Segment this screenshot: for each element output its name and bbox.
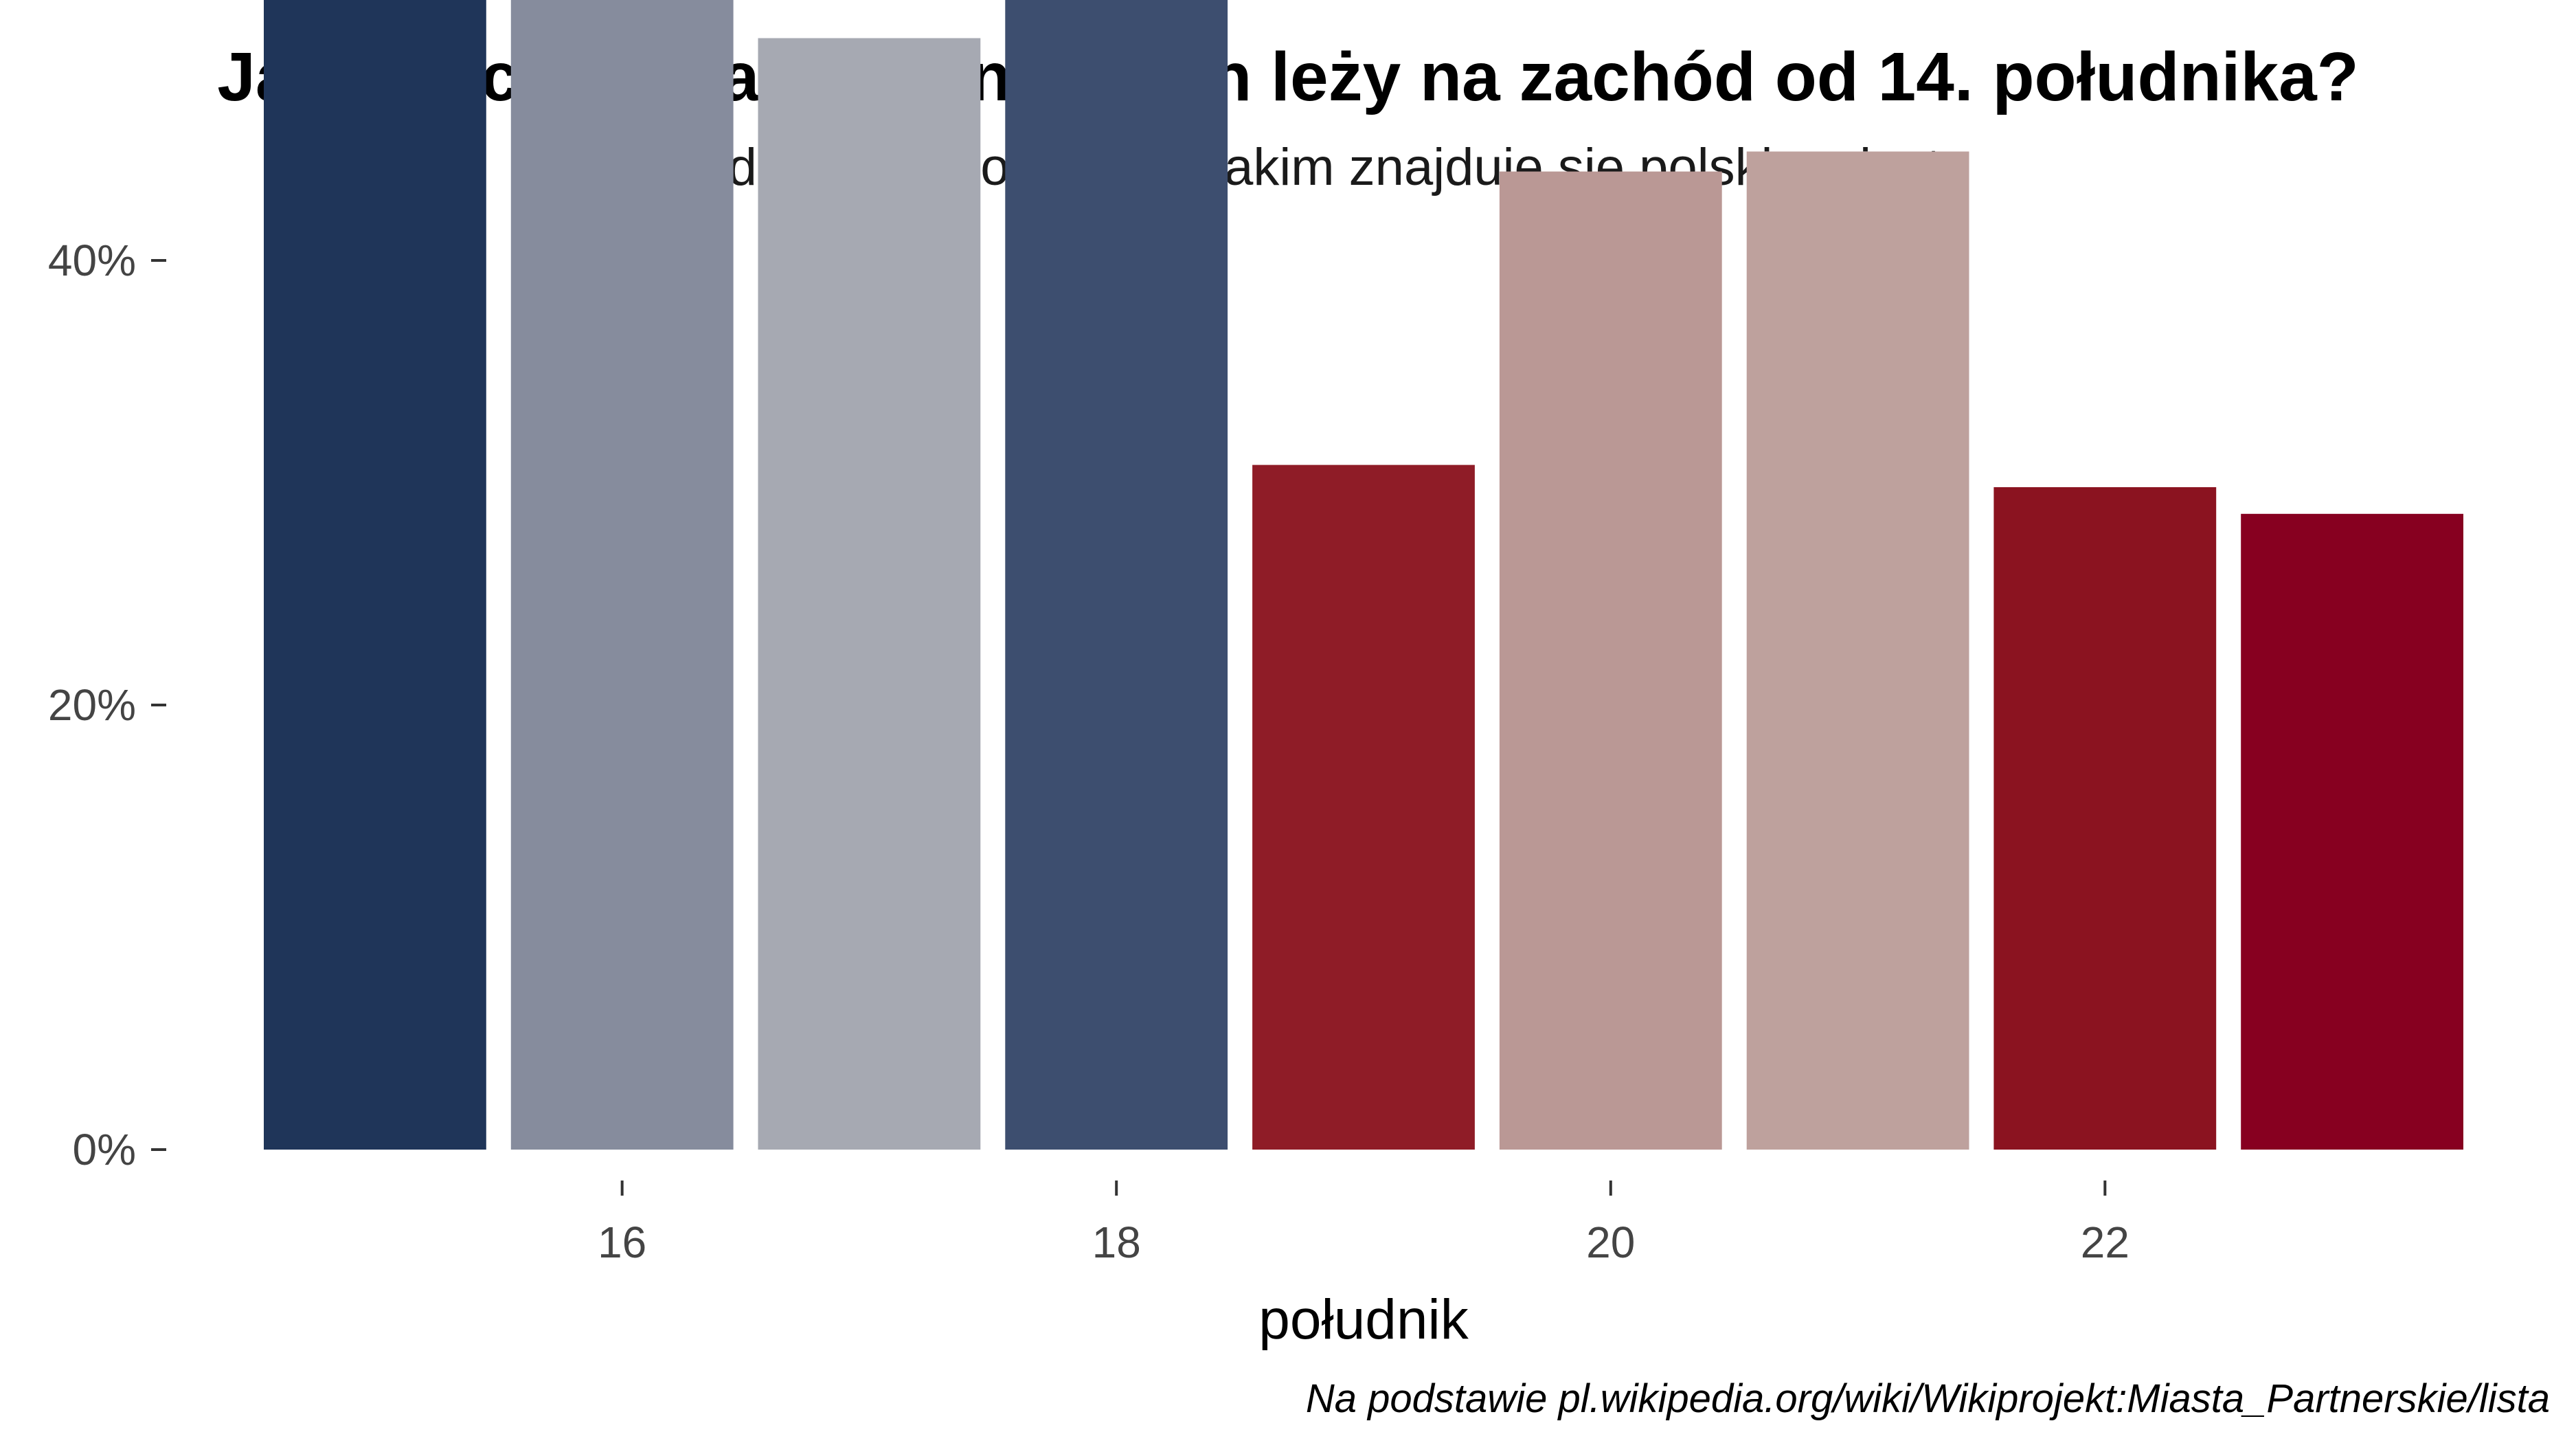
bar-22 xyxy=(1993,487,2217,1150)
y-axis: 0%20%40%60% xyxy=(48,236,166,1174)
x-axis-title: południk xyxy=(1258,1288,1469,1351)
y-tick-label: 0% xyxy=(73,1125,137,1174)
bar-23 xyxy=(2241,513,2463,1150)
source-caption: Na podstawie pl.wikipedia.org/wiki/Wikip… xyxy=(1305,1376,2550,1421)
bar-20 xyxy=(1499,171,1722,1150)
bar-19 xyxy=(1252,465,1475,1150)
y-tick-label: 20% xyxy=(48,680,136,730)
y-tick-label: 40% xyxy=(48,236,136,285)
bar-21 xyxy=(1746,151,1969,1150)
bar-16 xyxy=(510,0,734,1150)
bar-18 xyxy=(1005,0,1228,1150)
x-tick-label: 22 xyxy=(2081,1218,2129,1267)
x-tick-label: 16 xyxy=(598,1218,646,1267)
bar-17 xyxy=(758,38,981,1150)
bars-group xyxy=(264,0,2463,1150)
x-tick-label: 18 xyxy=(1092,1218,1141,1267)
bar-15 xyxy=(264,0,486,1150)
x-axis: 16 18 20 22 xyxy=(598,1181,2129,1267)
x-tick-label: 20 xyxy=(1586,1218,1635,1267)
